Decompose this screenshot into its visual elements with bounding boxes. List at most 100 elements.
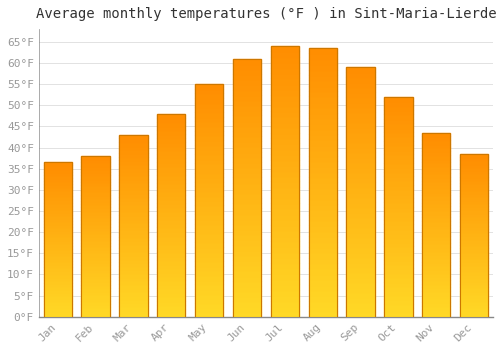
Bar <box>270 106 299 111</box>
Bar <box>460 239 488 242</box>
Bar <box>233 275 261 281</box>
Bar <box>195 294 224 298</box>
Bar <box>82 294 110 297</box>
Bar <box>270 100 299 106</box>
Bar <box>44 215 72 218</box>
Bar <box>119 306 148 309</box>
Bar <box>422 284 450 287</box>
Bar <box>460 196 488 200</box>
Bar <box>346 302 375 307</box>
Bar <box>82 233 110 236</box>
Bar <box>460 281 488 284</box>
Bar <box>44 314 72 317</box>
Bar <box>270 89 299 95</box>
Bar <box>346 127 375 132</box>
Bar <box>270 176 299 181</box>
Bar <box>346 297 375 302</box>
Bar <box>384 216 412 220</box>
Bar <box>233 126 261 131</box>
Title: Average monthly temperatures (°F ) in Sint-Maria-Lierde: Average monthly temperatures (°F ) in Si… <box>36 7 496 21</box>
Bar <box>195 145 224 149</box>
Bar <box>233 239 261 245</box>
Bar <box>233 219 261 224</box>
Bar <box>82 204 110 208</box>
Bar <box>460 258 488 261</box>
Bar <box>82 259 110 262</box>
Bar <box>346 72 375 77</box>
Bar <box>157 223 186 228</box>
Bar <box>157 170 186 175</box>
Bar <box>44 274 72 276</box>
Bar <box>44 255 72 258</box>
Bar <box>422 203 450 206</box>
Bar <box>119 302 148 306</box>
Bar <box>233 69 261 74</box>
Bar <box>422 251 450 254</box>
Bar <box>422 221 450 225</box>
Bar <box>82 182 110 185</box>
Bar <box>270 192 299 198</box>
Bar <box>384 224 412 229</box>
Bar <box>384 286 412 290</box>
Bar <box>270 127 299 133</box>
Bar <box>44 249 72 252</box>
Bar <box>195 308 224 312</box>
Bar <box>460 294 488 297</box>
Bar <box>308 113 337 118</box>
Bar <box>44 246 72 249</box>
Bar <box>384 167 412 172</box>
Bar <box>44 162 72 317</box>
Bar <box>308 247 337 252</box>
Bar <box>119 226 148 230</box>
Bar <box>384 260 412 264</box>
Bar <box>233 188 261 193</box>
Bar <box>460 174 488 177</box>
Bar <box>195 228 224 233</box>
Bar <box>157 114 186 118</box>
Bar <box>233 172 261 177</box>
Bar <box>460 278 488 281</box>
Bar <box>308 59 337 64</box>
Bar <box>384 141 412 145</box>
Bar <box>384 185 412 189</box>
Bar <box>384 136 412 141</box>
Bar <box>119 251 148 255</box>
Bar <box>233 265 261 270</box>
Bar <box>422 144 450 147</box>
Bar <box>270 170 299 176</box>
Bar <box>195 252 224 256</box>
Bar <box>346 292 375 297</box>
Bar <box>270 284 299 290</box>
Bar <box>384 295 412 299</box>
Bar <box>460 199 488 203</box>
Bar <box>346 97 375 102</box>
Bar <box>346 112 375 117</box>
Bar <box>270 181 299 187</box>
Bar <box>346 222 375 227</box>
Bar <box>195 284 224 289</box>
Bar <box>422 280 450 284</box>
Bar <box>233 208 261 214</box>
Bar <box>384 303 412 308</box>
Bar <box>460 307 488 310</box>
Bar <box>233 74 261 79</box>
Bar <box>308 75 337 80</box>
Bar <box>384 154 412 158</box>
Bar <box>157 154 186 158</box>
Bar <box>195 126 224 131</box>
Bar <box>422 162 450 166</box>
Bar <box>119 288 148 291</box>
Bar <box>44 286 72 289</box>
Bar <box>422 254 450 258</box>
Bar <box>119 222 148 226</box>
Bar <box>422 306 450 309</box>
Bar <box>44 243 72 246</box>
Bar <box>233 167 261 172</box>
Bar <box>270 257 299 262</box>
Bar <box>460 252 488 255</box>
Bar <box>82 172 110 175</box>
Bar <box>270 51 299 57</box>
Bar <box>384 220 412 224</box>
Bar <box>270 62 299 68</box>
Bar <box>422 173 450 177</box>
